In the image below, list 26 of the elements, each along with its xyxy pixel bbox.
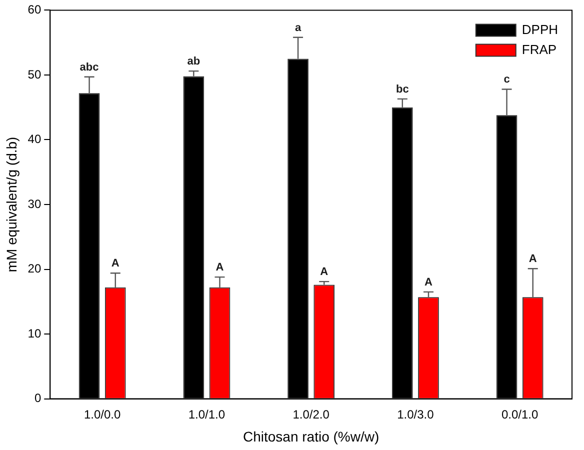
annotation: A [216,262,224,274]
y-tick-label: 30 [28,196,42,211]
y-axis-title: mM equivalent/g (d.b) [3,136,20,272]
y-tick-label: 20 [28,262,42,276]
annotation: bc [396,83,409,96]
annotation: A [111,258,120,270]
y-tick-label: 10 [28,326,42,340]
x-tick-label: 0.0/1.0 [501,407,538,422]
annotation: A [424,276,433,288]
annotation: A [528,253,537,266]
y-tick-label: 0 [34,391,42,406]
x-tick-label: 1.0/2.0 [292,407,330,422]
x-axis-title: Chitosan ratio (%w/w) [242,428,380,444]
legend-label: FRAP [522,42,557,57]
y-tick-label: 60 [28,2,42,17]
annotation: ab [187,56,200,68]
annotation: abc [80,61,99,74]
x-tick-label: 1.0/1.0 [188,407,226,422]
annotation: a [294,22,302,34]
y-tick-label: 50 [28,67,42,82]
annotation: c [504,74,510,86]
x-tick-label: 1.0/0.0 [84,407,122,422]
x-tick-label: 1.0/3.0 [397,407,434,422]
legend-label: DPPH [522,22,558,37]
y-tick-label: 40 [28,132,42,146]
annotation: A [320,266,328,278]
